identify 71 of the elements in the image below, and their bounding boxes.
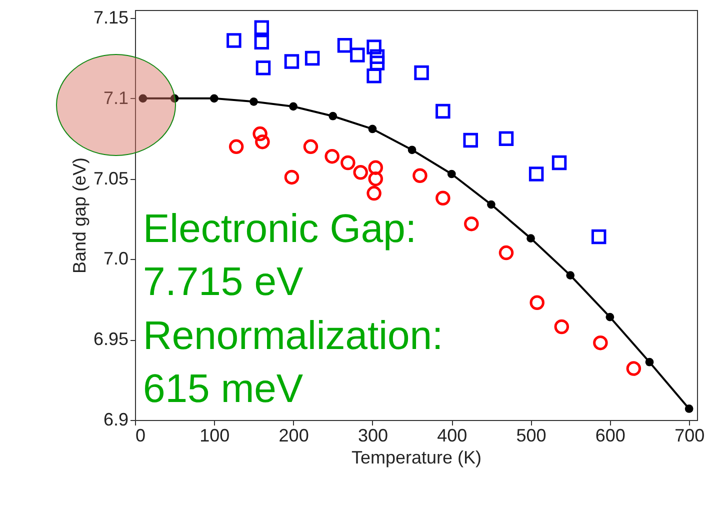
point (412, 168, 428, 183)
point (366, 68, 382, 84)
point (138, 94, 148, 103)
point (324, 148, 340, 164)
x-tick-label: 100 (200, 426, 230, 446)
y-axis-title: Band gap (eV) (69, 157, 90, 274)
point (210, 94, 218, 103)
point (498, 245, 514, 260)
point (368, 171, 384, 186)
x-tick-label: 500 (516, 426, 546, 446)
point (252, 126, 268, 142)
point (447, 170, 456, 178)
annotation: Renormalization: 615 meV (143, 314, 444, 411)
point (463, 132, 478, 148)
point (436, 190, 450, 206)
point (350, 48, 365, 62)
point (552, 155, 567, 170)
y-tick-label: 7.1 (103, 88, 128, 108)
point (303, 139, 318, 154)
point (368, 160, 384, 175)
point (487, 200, 496, 209)
annotation: Electronic Gap: 7.715 eV (143, 207, 416, 304)
x-tick-label: 0 (136, 426, 146, 446)
point (684, 404, 694, 413)
point (645, 358, 654, 366)
point (436, 104, 450, 119)
point (408, 146, 416, 154)
point (366, 40, 382, 54)
point (626, 361, 642, 376)
point (554, 319, 570, 334)
point (170, 94, 179, 103)
point (289, 102, 298, 111)
y-tick-label: 6.95 (93, 329, 128, 350)
point (284, 170, 300, 185)
point (464, 216, 479, 232)
point (337, 38, 352, 53)
x-tick-label: 300 (358, 426, 388, 446)
point (566, 271, 575, 280)
point (414, 65, 429, 80)
point (255, 134, 270, 150)
point (340, 155, 356, 170)
point (254, 20, 270, 36)
y-tick-label: 6.9 (103, 410, 128, 430)
x-tick-label: 600 (595, 426, 626, 446)
point (498, 131, 514, 146)
point (366, 186, 382, 201)
point (250, 97, 258, 106)
point (370, 49, 385, 64)
point (368, 124, 377, 134)
y-tick-label: 7.05 (93, 168, 128, 188)
point (328, 112, 338, 120)
point (370, 56, 385, 70)
y-tick-label: 7.15 (93, 8, 128, 28)
point (606, 312, 614, 322)
point (591, 229, 606, 244)
point (226, 33, 242, 48)
point (228, 139, 244, 154)
x-tick-label: 700 (674, 426, 705, 446)
point (254, 34, 270, 50)
x-tick-label: 400 (437, 426, 468, 446)
point (353, 165, 368, 180)
point (304, 50, 320, 66)
x-axis-title: Temperature (K) (351, 448, 482, 468)
point (593, 335, 608, 350)
point (256, 60, 271, 76)
point (528, 166, 544, 182)
x-tick-label: 200 (278, 426, 309, 446)
point (526, 234, 535, 242)
y-tick-label: 7.0 (103, 248, 128, 269)
point (284, 54, 300, 69)
point (530, 295, 544, 310)
